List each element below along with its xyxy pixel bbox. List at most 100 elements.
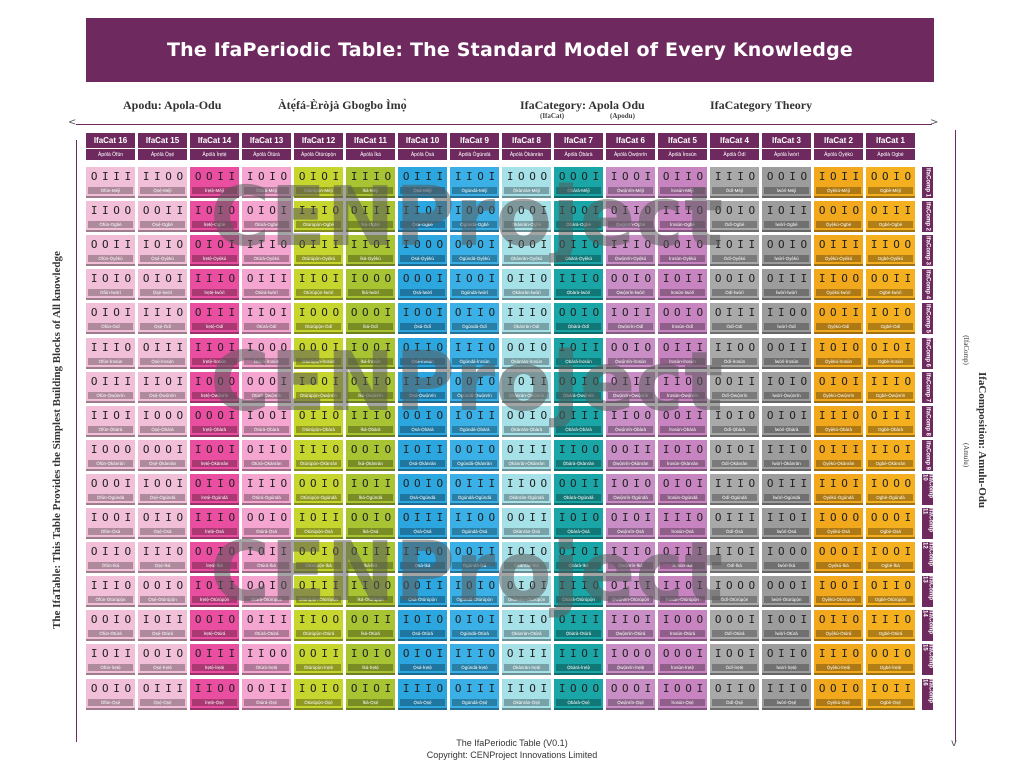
table-cell[interactable]: O O I I Ìrosùn-Ọ̀bàrà	[658, 405, 707, 437]
table-cell[interactable]: O I O I Ọ̀bàrà-Ìká	[554, 542, 603, 574]
table-cell[interactable]: I O I I Ìrosùn-Ìwòrì	[658, 269, 707, 301]
table-cell[interactable]: O O I O Òtúrá-Òtúrúpọ̀n	[242, 576, 291, 608]
table-cell[interactable]: O I I O Ọ̀wọ́nrín-Ogbè	[606, 201, 655, 233]
table-cell[interactable]: O O I O Ọ̀bàrà-Ọ̀wọ́nrín	[554, 371, 603, 403]
table-cell[interactable]: O O O I Ọ̀kànràn-Ogbè	[502, 201, 551, 233]
table-cell[interactable]: O I I I Ògúndá-Ọ̀ṣẹ́	[450, 678, 499, 710]
table-cell[interactable]: O I O I Ọ̀yẹ̀kú-Ọ̀wọ́nrín	[814, 371, 863, 403]
table-cell[interactable]: O I I O Ọ̀ṣẹ́-Ọ̀sá	[138, 508, 187, 539]
table-cell[interactable]: O I I I Ìwòrì-Ìwòrì	[762, 269, 811, 301]
table-cell[interactable]: O I I O Òdí-Ọ̀ṣẹ́	[710, 678, 759, 710]
table-cell[interactable]: O I I O Ọ̀kànràn-Ìwòrì	[502, 269, 551, 301]
table-cell[interactable]: O O I O Ọ̀kànràn-Ọ̀bàrà	[502, 405, 551, 437]
table-cell[interactable]: I O I O Òfún-Ìwòrì	[86, 269, 135, 301]
table-cell[interactable]: O O O I Òtúrá-Ọ̀wọ́nrín	[242, 371, 291, 403]
table-cell[interactable]: O I O I Ogbè-Ìrosùn	[866, 337, 915, 369]
table-cell[interactable]: O O O I Ọ̀ṣẹ́-Ọ̀kànràn	[138, 439, 187, 471]
table-cell[interactable]: I I O I Ọ̀kànràn-Ọ̀ṣẹ́	[502, 678, 551, 710]
table-cell[interactable]: O I I O Ìrosùn-Méjì	[658, 167, 707, 198]
table-cell[interactable]: O O O I Ọ̀bàrà-Méjì	[554, 167, 603, 198]
table-cell[interactable]: O O I O Ògúndá-Ọ̀wọ́nrín	[450, 371, 499, 403]
table-cell[interactable]: I O I O Òdí-Ọ̀bàrà	[710, 405, 759, 437]
table-cell[interactable]: O I I I Ògúndá-Ògúndá	[450, 473, 499, 505]
table-cell[interactable]: O O I I Ògúndá-Ìká	[450, 542, 499, 574]
table-cell[interactable]: I I O O Ìrosùn-Ọ̀wọ́nrín	[658, 371, 707, 403]
table-cell[interactable]: I O I O Ìrosùn-Ọ̀kànràn	[658, 439, 707, 471]
table-cell[interactable]: I I I O Òtúrúpọ̀n-Ogbè	[294, 201, 343, 233]
table-cell[interactable]: I I O I Ọ̀bàrà-Ìrẹtẹ̀	[554, 644, 603, 676]
table-cell[interactable]: O O I O Ìwòrì-Ọ̀yẹ̀kú	[762, 235, 811, 267]
table-cell[interactable]: O O I I Ogbè-Ìwòrì	[866, 269, 915, 301]
table-cell[interactable]: I O I I Ọ̀ṣẹ́-Òtúrá	[138, 610, 187, 642]
table-cell[interactable]: O I I I Ìká-Ìká	[346, 542, 395, 574]
table-cell[interactable]: O O I O Ìká-Ọ̀sá	[346, 508, 395, 539]
table-cell[interactable]: I O I O Ọ̀sá-Òtúrá	[398, 610, 447, 642]
table-cell[interactable]: I I I O Ògúndá-Ìrosùn	[450, 337, 499, 369]
table-cell[interactable]: O O I O Ìrosùn-Òdí	[658, 303, 707, 335]
table-cell[interactable]: O O O I Ìrẹtẹ̀-Ọ̀bàrà	[190, 405, 239, 437]
table-cell[interactable]: I O I I Ọ̀sá-Ọ̀kànràn	[398, 439, 447, 471]
table-cell[interactable]: I I I O Ìwòrì-Ọ̀ṣẹ́	[762, 678, 811, 710]
table-cell[interactable]: O O I O Ọ̀ṣẹ́-Ìrẹtẹ̀	[138, 644, 187, 676]
table-cell[interactable]: I I I O Ọ̀kànràn-Òtúrá	[502, 610, 551, 642]
table-cell[interactable]: O O I I Ọ̀sá-Òtúrúpọ̀n	[398, 576, 447, 608]
table-cell[interactable]: I I O I Ọ̀ṣẹ́-Ọ̀wọ́nrín	[138, 371, 187, 403]
table-cell[interactable]: I I I O Ọ̀kànràn-Òdí	[502, 303, 551, 335]
table-cell[interactable]: I I O I Ìrosùn-Òtúrúpọ̀n	[658, 576, 707, 608]
table-cell[interactable]: I O O I Ìwòrì-Òtúrá	[762, 610, 811, 642]
table-cell[interactable]: I O O O Ìrosùn-Òtúrá	[658, 610, 707, 642]
table-cell[interactable]: I I O O Ogbè-Ọ̀yẹ̀kú	[866, 235, 915, 267]
table-cell[interactable]: I I O I Ọ̀sá-Ogbè	[398, 201, 447, 233]
table-cell[interactable]: I I I O Ìrosùn-Ogbè	[658, 201, 707, 233]
table-cell[interactable]: I I O O Òdí-Ìrosùn	[710, 337, 759, 369]
table-cell[interactable]: I O I O Ọ̀wọ́nrín-Ògúndá	[606, 473, 655, 505]
table-cell[interactable]: O I I O Ọ̀sá-Ìrosùn	[398, 337, 447, 369]
table-cell[interactable]: O I I O Ọ̀yẹ̀kú-Òtúrá	[814, 610, 863, 642]
table-cell[interactable]: O I I I Ọ̀kànràn-Ọ̀kànràn	[502, 439, 551, 471]
table-cell[interactable]: I O I I Òtúrúpọ̀n-Ọ̀sá	[294, 508, 343, 539]
table-cell[interactable]: O O I O Òtúrá-Ọ̀sá	[242, 508, 291, 539]
table-cell[interactable]: O I I I Ìrosùn-Ìrosùn	[658, 337, 707, 369]
table-cell[interactable]: O O I O Ọ̀sá-Ọ̀bàrà	[398, 405, 447, 437]
table-cell[interactable]: O I I O Ìká-Ọ̀wọ́nrín	[346, 371, 395, 403]
table-cell[interactable]: O O I I Ọ̀bàrà-Ògúndá	[554, 473, 603, 505]
table-cell[interactable]: O O O I Ọ̀yẹ̀kú-Ìká	[814, 542, 863, 574]
table-cell[interactable]: O O I O Ìrosùn-Ọ̀yẹ̀kú	[658, 235, 707, 267]
table-cell[interactable]: O O I O Ọ̀sá-Ògúndá	[398, 473, 447, 505]
table-cell[interactable]: O O I O Òfún-Òtúrá	[86, 610, 135, 642]
table-cell[interactable]: O O O I Òdí-Òtúrá	[710, 610, 759, 642]
table-cell[interactable]: O I I I Ìrosùn-Ìká	[658, 542, 707, 574]
table-cell[interactable]: O I O I Òfún-Òdí	[86, 303, 135, 335]
table-cell[interactable]: O O I O Ìwòrì-Méjì	[762, 167, 811, 198]
table-cell[interactable]: I I I O Òdí-Ògúndá	[710, 473, 759, 505]
table-cell[interactable]: O I I I Ogbè-Ogbè	[866, 201, 915, 233]
table-cell[interactable]: I I O O Ìwòrì-Òdí	[762, 303, 811, 335]
table-cell[interactable]: O O I O Ọ̀yẹ̀kú-Ogbè	[814, 201, 863, 233]
table-cell[interactable]: I O I I Ọ̀wọ́nrín-Òdí	[606, 303, 655, 335]
table-cell[interactable]: I I O O Ọ̀bàrà-Ọ̀kànràn	[554, 439, 603, 471]
table-cell[interactable]: I O I O Ìká-Ìrẹtẹ̀	[346, 644, 395, 676]
table-cell[interactable]: I O O I Ìká-Ìrosùn	[346, 337, 395, 369]
table-cell[interactable]: I I O O Ọ̀ṣẹ́-Méjì	[138, 167, 187, 198]
table-cell[interactable]: I O I I Ìwòrì-Ogbè	[762, 201, 811, 233]
table-cell[interactable]: I I O I Ọ̀wọ́nrín-Òtúrá	[606, 610, 655, 642]
table-cell[interactable]: I I O I Òdí-Ìká	[710, 542, 759, 574]
table-cell[interactable]: O I I I Ọ̀wọ́nrín-Ọ̀wọ́nrín	[606, 371, 655, 403]
table-cell[interactable]: O O O I Ogbè-Ọ̀sá	[866, 508, 915, 539]
table-cell[interactable]: I I I O Òfún-Ìrosùn	[86, 337, 135, 369]
table-cell[interactable]: O O I O Ọ̀wọ́nrín-Ìrosùn	[606, 337, 655, 369]
table-cell[interactable]: I I I O Òtúrá-Ọ̀yẹ̀kú	[242, 235, 291, 267]
table-cell[interactable]: I I I O Ọ̀yẹ̀kú-Ọ̀bàrà	[814, 405, 863, 437]
table-cell[interactable]: I I O O Ògúndá-Ọ̀sá	[450, 508, 499, 539]
table-cell[interactable]: O O I O Òdí-Ìwòrì	[710, 269, 759, 301]
table-cell[interactable]: O I I I Ọ̀yẹ̀kú-Ọ̀yẹ̀kú	[814, 235, 863, 267]
table-cell[interactable]: O I I I Òtúrá-Òtúrá	[242, 610, 291, 642]
table-cell[interactable]: I I I O Ọ̀sá-Ọ̀wọ́nrín	[398, 371, 447, 403]
table-cell[interactable]: I I I O Òdí-Méjì	[710, 167, 759, 198]
table-cell[interactable]: I O O I Ọ̀sá-Òdí	[398, 303, 447, 335]
table-cell[interactable]: O I I I Ogbè-Ọ̀bàrà	[866, 405, 915, 437]
table-cell[interactable]: I I O I Ogbè-Ọ̀kànràn	[866, 439, 915, 471]
table-cell[interactable]: I O I I Ìrẹtẹ̀-Òtúrúpọ̀n	[190, 576, 239, 608]
table-cell[interactable]: O I I I Ọ̀ṣẹ́-Ọ̀ṣẹ́	[138, 678, 187, 710]
table-cell[interactable]: O O I I Ọ̀yẹ̀kú-Òdí	[814, 303, 863, 335]
